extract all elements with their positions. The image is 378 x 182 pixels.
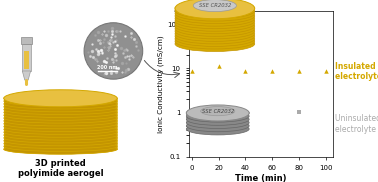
Ellipse shape — [4, 90, 117, 107]
Y-axis label: Ionic Conductivity (mS/cm): Ionic Conductivity (mS/cm) — [158, 35, 164, 132]
Ellipse shape — [4, 107, 117, 117]
X-axis label: Time (min): Time (min) — [235, 174, 287, 182]
Text: Insulated solid-state
electrolyte battery: Insulated solid-state electrolyte batter… — [335, 62, 378, 81]
Polygon shape — [24, 51, 29, 69]
Ellipse shape — [4, 96, 117, 106]
Ellipse shape — [4, 139, 117, 149]
Polygon shape — [4, 98, 117, 149]
Ellipse shape — [4, 102, 117, 112]
Ellipse shape — [4, 133, 117, 143]
Ellipse shape — [4, 105, 117, 115]
Ellipse shape — [4, 99, 117, 109]
Ellipse shape — [4, 122, 117, 132]
Ellipse shape — [84, 23, 143, 79]
Polygon shape — [22, 44, 31, 71]
Ellipse shape — [4, 113, 117, 123]
Polygon shape — [21, 37, 32, 44]
Ellipse shape — [4, 144, 117, 154]
Ellipse shape — [4, 130, 117, 140]
Ellipse shape — [4, 127, 117, 137]
Ellipse shape — [4, 110, 117, 120]
Ellipse shape — [4, 124, 117, 134]
Ellipse shape — [4, 116, 117, 126]
Ellipse shape — [4, 145, 117, 154]
Ellipse shape — [4, 93, 117, 103]
Polygon shape — [22, 71, 31, 80]
Ellipse shape — [4, 141, 117, 151]
Ellipse shape — [4, 136, 117, 146]
Text: 3D printed
polyimide aerogel: 3D printed polyimide aerogel — [18, 159, 103, 178]
Text: Uninsulated solid-state
electrolyte battery: Uninsulated solid-state electrolyte batt… — [335, 114, 378, 134]
Text: 200 nm: 200 nm — [98, 65, 118, 70]
Ellipse shape — [4, 119, 117, 129]
